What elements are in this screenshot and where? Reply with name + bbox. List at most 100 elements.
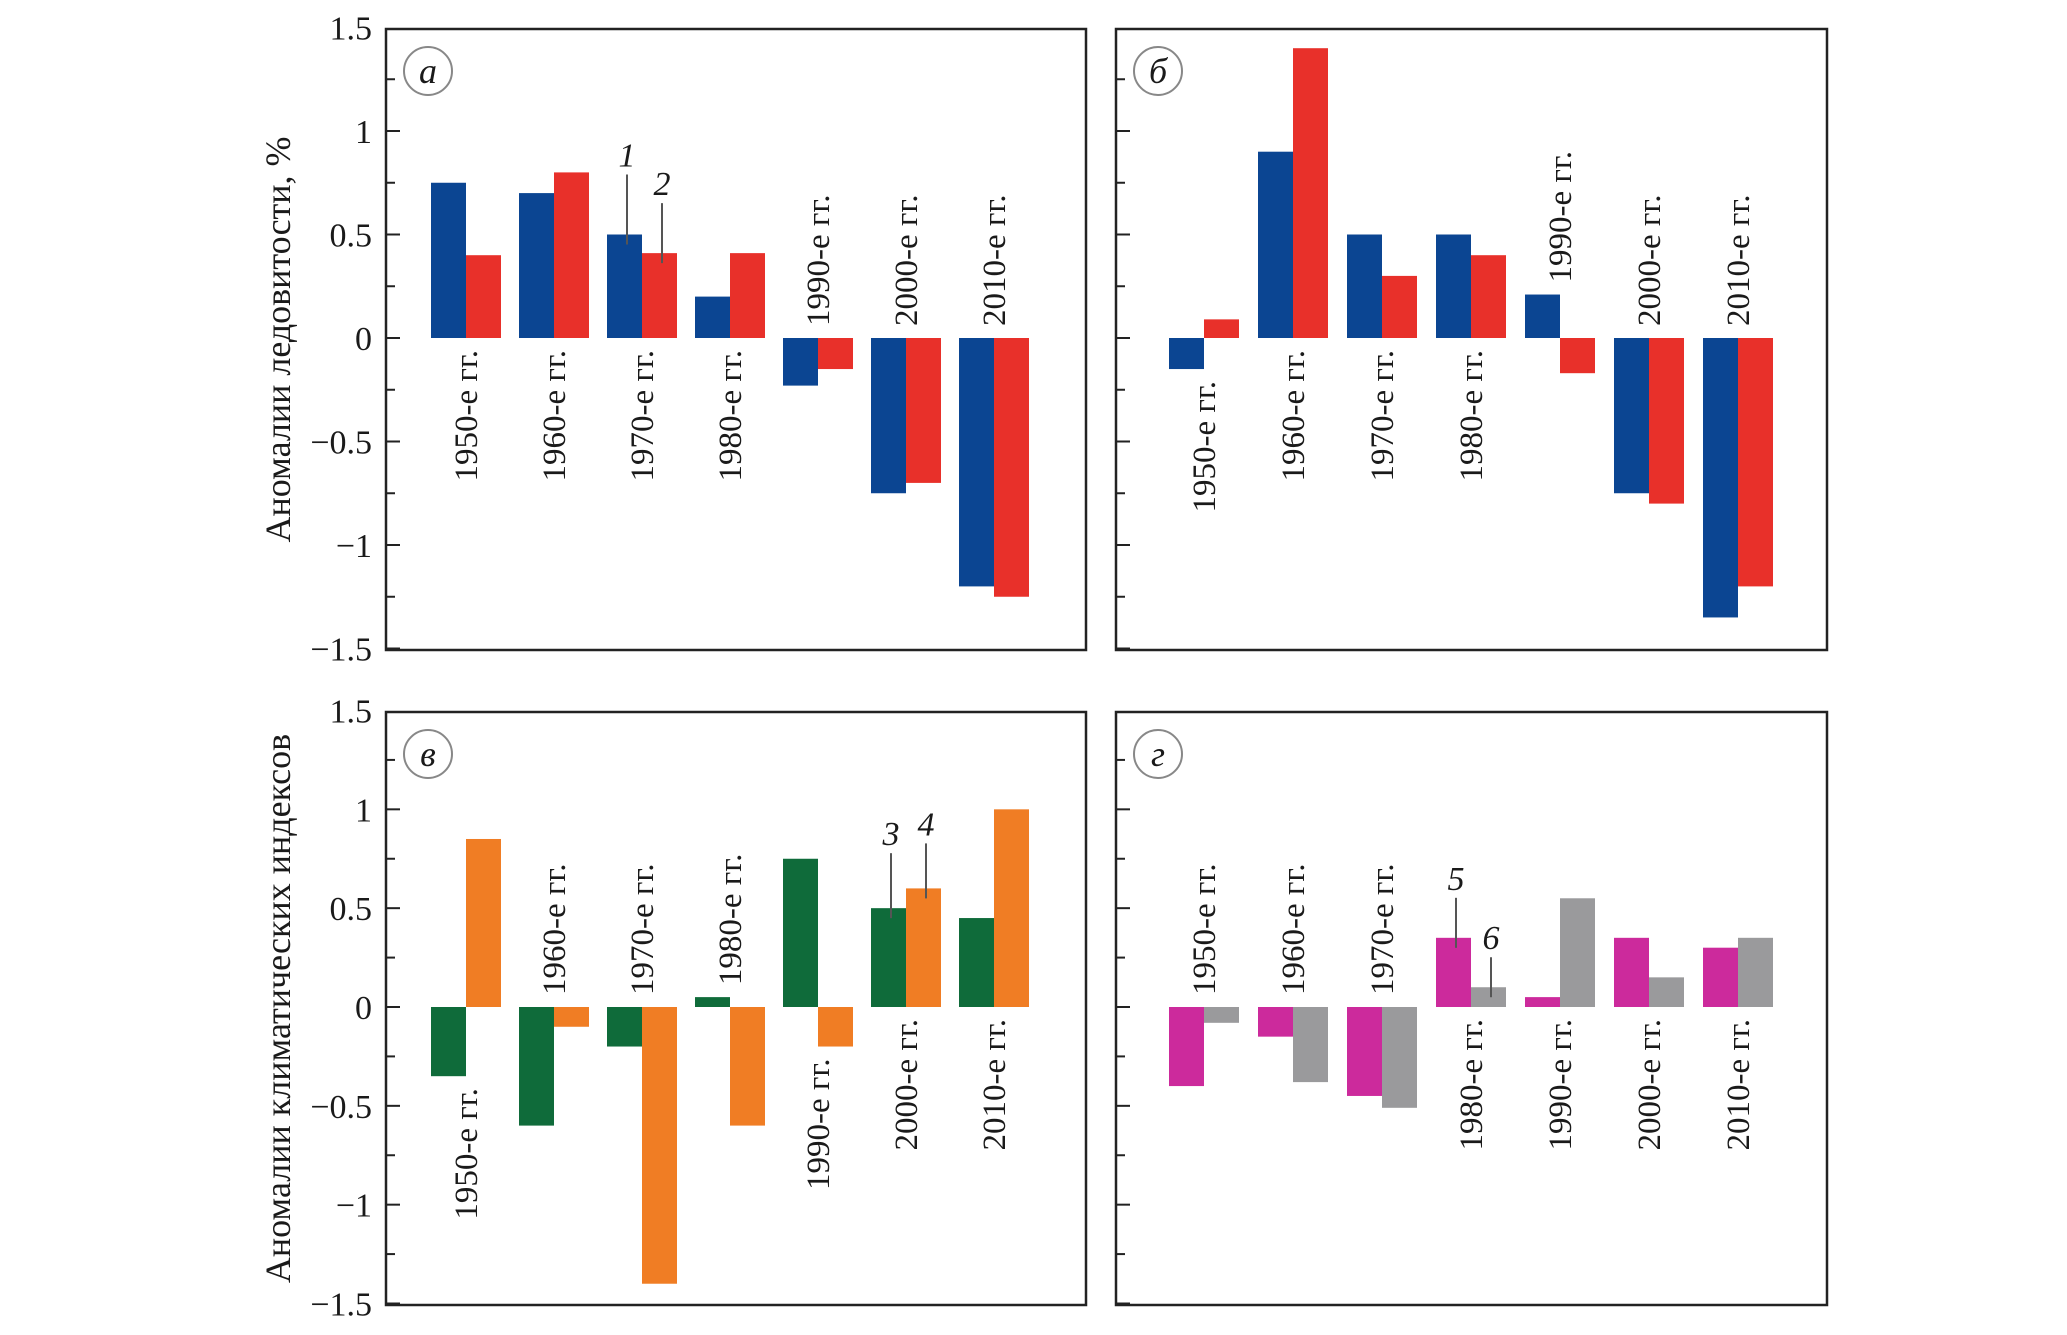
- bar-5-5: [1525, 997, 1560, 1007]
- category-label: 1960-е гг.: [1276, 350, 1312, 481]
- category-label: 1970-е гг.: [625, 350, 661, 481]
- y-tick-label: −1: [336, 1188, 372, 1225]
- series-marker-label: 6: [1483, 920, 1500, 957]
- category-label: 2010-е гг.: [977, 195, 1013, 326]
- bar-2-6: [1649, 338, 1684, 504]
- bar-2-1: [466, 255, 501, 338]
- bar-4-7: [994, 809, 1029, 1007]
- y-tick-label: −1.5: [310, 632, 372, 669]
- plot-frame: [384, 27, 1088, 652]
- plot-frame: [1114, 710, 1829, 1307]
- y-tick-label: −1.5: [310, 1287, 372, 1324]
- plot-frame: [1114, 27, 1829, 652]
- series-marker-label: 1: [619, 138, 636, 175]
- bar-1-1: [1169, 338, 1204, 370]
- bar-6-7: [1738, 937, 1773, 1007]
- bar-3-7: [959, 918, 994, 1007]
- y-tick-label: 0: [355, 321, 372, 358]
- bar-4-6: [906, 888, 941, 1007]
- y-tick-label: −0.5: [310, 425, 372, 462]
- category-label: 1950-е гг.: [449, 350, 485, 481]
- panel-2: 1950-е гг. 1960-е гг. 1970-е гг. 1980-е гг.…: [1114, 27, 1829, 652]
- series-marker-label: 5: [1448, 861, 1465, 898]
- y-tick-label: −1: [336, 528, 372, 565]
- bar-5-3: [1347, 1007, 1382, 1096]
- category-label: 2010-е гг.: [1721, 195, 1757, 326]
- panel-4: 1950-е гг. 1960-е гг. 1970-е гг. 1980-е гг.…: [1114, 710, 1829, 1307]
- bar-4-3: [642, 1007, 677, 1284]
- bar-3-5: [783, 858, 818, 1007]
- bar-6-4: [1471, 987, 1506, 1007]
- y-axis-title: Аномалии ледовитости, %: [258, 136, 298, 542]
- panel-letter-circle: [1133, 46, 1183, 96]
- bar-5-6: [1614, 937, 1649, 1007]
- category-label: 1990-е гг.: [1543, 151, 1579, 282]
- bar-1-7: [1703, 338, 1738, 618]
- bar-3-2: [519, 1007, 554, 1126]
- y-tick-label: 0.5: [330, 218, 373, 255]
- category-label: 2000-е гг.: [889, 1019, 925, 1150]
- bar-4-1: [466, 838, 501, 1007]
- category-label: 2000-е гг.: [889, 195, 925, 326]
- y-tick-label: 1: [355, 114, 372, 151]
- category-label: 2010-е гг.: [1721, 1019, 1757, 1150]
- bar-3-3: [607, 1007, 642, 1047]
- category-label: 1960-е гг.: [1276, 864, 1312, 995]
- y-axis-title: Аномалии климатических индексов: [258, 734, 298, 1283]
- bar-1-2: [1258, 151, 1293, 338]
- bar-1-4: [695, 296, 730, 338]
- bar-1-6: [871, 338, 906, 494]
- bar-1-4: [1436, 234, 1471, 338]
- y-tick-label: 1.5: [330, 11, 373, 48]
- bar-1-7: [959, 338, 994, 587]
- panel-letter-circle: [1133, 729, 1183, 779]
- panel-letter: в: [420, 734, 436, 774]
- category-label: 2010-е гг.: [977, 1019, 1013, 1150]
- category-label: 1990-е гг.: [801, 195, 837, 326]
- bar-2-4: [1471, 255, 1506, 338]
- bar-5-7: [1703, 947, 1738, 1007]
- bar-2-2: [554, 172, 589, 338]
- panel-letter: г: [1151, 734, 1165, 774]
- category-label: 1970-е гг.: [1365, 350, 1401, 481]
- bar-6-2: [1293, 1007, 1328, 1083]
- series-marker-label: 2: [654, 166, 671, 203]
- category-label: 2000-е гг.: [1632, 195, 1668, 326]
- bar-2-7: [994, 338, 1029, 597]
- bar-6-6: [1649, 977, 1684, 1007]
- y-tick-label: 1.5: [330, 694, 373, 731]
- panel-letter: б: [1149, 51, 1169, 91]
- bar-4-5: [818, 1007, 853, 1047]
- bar-1-3: [1347, 234, 1382, 338]
- category-label: 1990-е гг.: [1543, 1019, 1579, 1150]
- bar-2-6: [906, 338, 941, 483]
- bar-1-6: [1614, 338, 1649, 494]
- bar-1-1: [431, 182, 466, 338]
- bar-3-1: [431, 1007, 466, 1077]
- bar-2-5: [818, 338, 853, 370]
- y-tick-label: 1: [355, 792, 372, 829]
- y-tick-label: 0: [355, 990, 372, 1027]
- bar-2-5: [1560, 338, 1595, 374]
- category-label: 1960-е гг.: [537, 350, 573, 481]
- category-label: 1980-е гг.: [1454, 1019, 1490, 1150]
- bar-5-1: [1169, 1007, 1204, 1087]
- panel-3: 1.5 1 0.5 0 −0.5 −1 −1.5 1950-е гг. 1960-е гг. 19…: [258, 694, 1088, 1324]
- category-label: 1980-е гг.: [713, 854, 749, 985]
- series-marker-label: 3: [882, 816, 900, 853]
- category-label: 1980-е гг.: [1454, 350, 1490, 481]
- bar-6-1: [1204, 1007, 1239, 1023]
- bar-4-2: [554, 1007, 589, 1027]
- bar-2-4: [730, 253, 765, 338]
- panel-1: 1.5 1 0.5 0 −0.5 −1 −1.5 1950-е гг. 1960-е гг. 19…: [258, 11, 1088, 669]
- panel-letter-circle: [403, 46, 453, 96]
- bar-2-2: [1293, 48, 1328, 338]
- bar-3-6: [871, 908, 906, 1007]
- bar-2-1: [1204, 319, 1239, 338]
- category-label: 1950-е гг.: [1187, 381, 1223, 512]
- bar-5-4: [1436, 937, 1471, 1007]
- category-label: 1950-е гг.: [1187, 864, 1223, 995]
- bar-1-5: [1525, 294, 1560, 338]
